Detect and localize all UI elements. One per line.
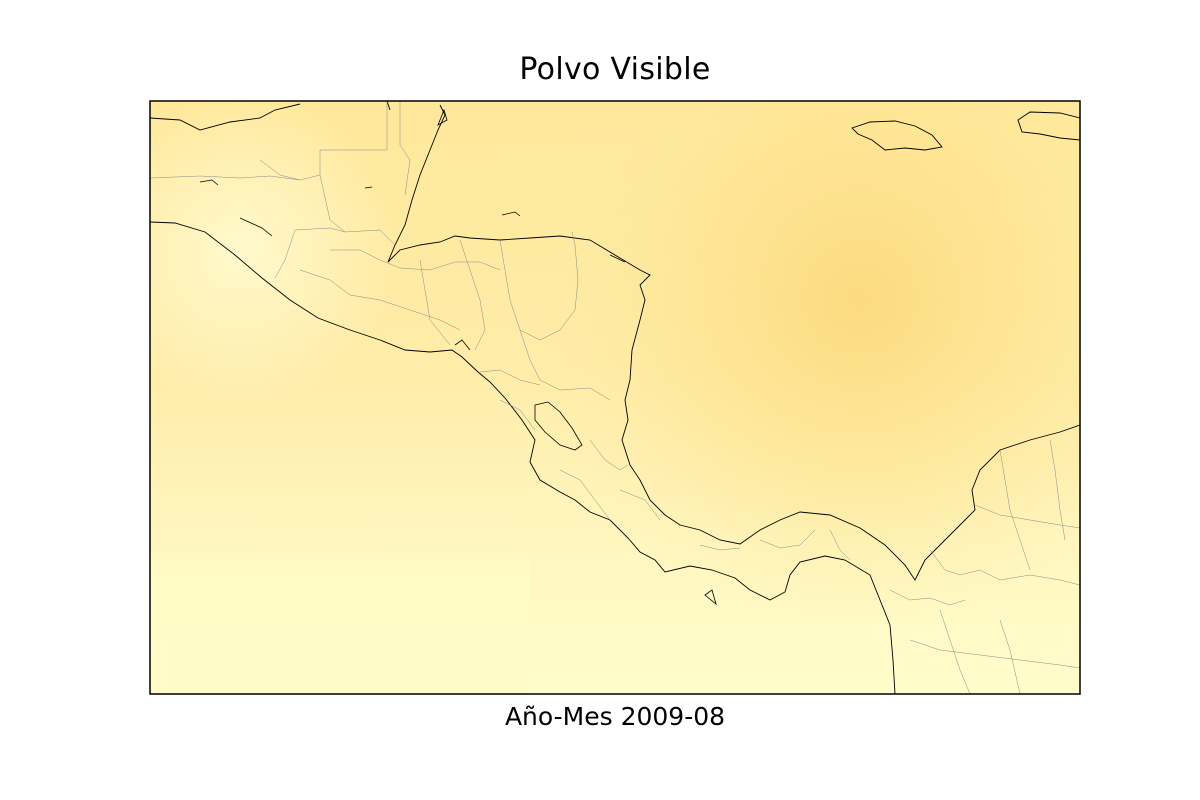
cozumel-island	[437, 108, 448, 126]
lake-peten	[239, 217, 273, 237]
lake-yojoa	[364, 186, 373, 189]
gulf-of-fonseca	[454, 339, 471, 351]
dust-field-southwest	[150, 560, 530, 694]
jamaica-coastline	[851, 120, 943, 151]
coiba-island	[704, 589, 717, 606]
pacific-coastline	[150, 221, 896, 694]
admin-boundaries	[150, 101, 1080, 694]
bay-islands	[501, 211, 626, 263]
map-frame	[149, 100, 1081, 695]
map-title: Polvo Visible	[519, 52, 711, 87]
hispaniola-coastline	[1017, 111, 1080, 141]
map-xlabel: Año-Mes 2009-08	[504, 702, 726, 731]
lake-bacalar	[199, 179, 219, 186]
caribbean-coastline	[150, 101, 1080, 581]
lake-nicaragua	[534, 401, 583, 451]
